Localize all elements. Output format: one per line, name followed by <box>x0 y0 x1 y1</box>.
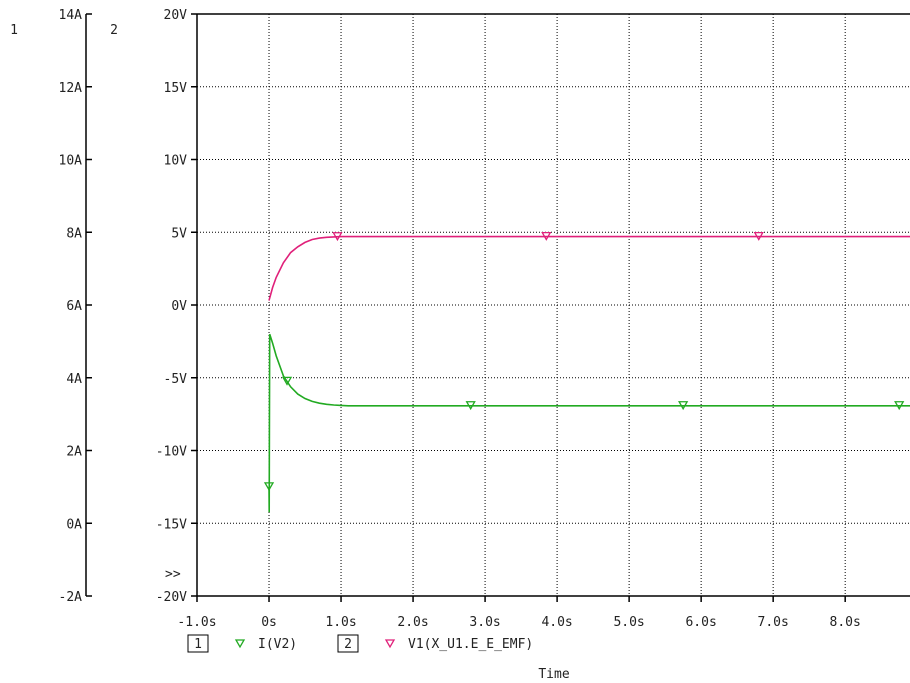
series-marker <box>753 231 764 241</box>
x-axis-tick-label: 0s <box>261 615 277 630</box>
legend-series-name: V1(X_U1.E_E_EMF) <box>408 637 533 652</box>
x-axis-tick-label: -1.0s <box>177 615 216 630</box>
axis-2-tick-label: 15V <box>164 81 188 96</box>
axis-2-tick-label: -5V <box>164 372 188 387</box>
series-marker <box>894 401 905 411</box>
axis-1-tick-label: 2A <box>66 445 82 460</box>
legend-axis-box-label: 2 <box>344 637 352 652</box>
axis-1-tick-label: 8A <box>66 226 82 241</box>
x-axis-tick-label: 7.0s <box>758 615 789 630</box>
legend-marker <box>234 639 246 649</box>
series-marker <box>281 376 293 386</box>
x-axis-tick-label: 4.0s <box>541 615 572 630</box>
series-line <box>268 235 910 301</box>
x-axis-tick-label: 3.0s <box>469 615 500 630</box>
axis-2-id: 2 <box>110 23 118 38</box>
axis-2-tick-label: 5V <box>171 226 187 241</box>
legend-marker <box>384 639 396 649</box>
axis-1-tick-label: 6A <box>66 299 82 314</box>
axis-1-tick-label: 0A <box>66 517 82 532</box>
grid <box>197 14 910 596</box>
x-axis-title: Time <box>538 667 569 682</box>
axis-2-tick-label: 20V <box>164 8 188 23</box>
x-axis-tick-label: 5.0s <box>613 615 644 630</box>
axis-1-tick-label: -2A <box>59 590 83 605</box>
marker-text: >> <box>165 567 181 582</box>
axis-2-tick-label: -10V <box>156 445 187 460</box>
legend-series-name: I(V2) <box>258 637 297 652</box>
axis-2-tick-label: 0V <box>171 299 187 314</box>
axis-1-id: 1 <box>10 23 18 38</box>
series-marker <box>541 231 552 241</box>
legend-axis-box <box>187 634 209 653</box>
axis-2-tick-label: -20V <box>156 590 187 605</box>
axis-1-tick-label: 4A <box>66 372 82 387</box>
series-marker <box>332 232 343 242</box>
x-axis-tick-label: 8.0s <box>830 615 861 630</box>
axis-1-tick-label: 14A <box>59 8 83 23</box>
x-axis-tick-label: 6.0s <box>685 615 716 630</box>
series-line <box>268 333 910 513</box>
legend: 1 I(V2) 2 V1(X_U1.E_E_EMF) <box>187 634 533 653</box>
legend-axis-box <box>337 634 359 653</box>
series-marker <box>678 401 689 411</box>
series-layer <box>263 231 910 513</box>
x-axis-tick-label: 2.0s <box>397 615 428 630</box>
series-marker <box>465 401 476 411</box>
axis-1-tick-label: 10A <box>59 154 83 169</box>
legend-axis-box-label: 1 <box>194 637 202 652</box>
axis-2-tick-label: 10V <box>164 154 188 169</box>
series-marker <box>263 482 275 492</box>
axes: 14A 20V 12A 15V 10A 10V 8A 5V 6A 0V 4A -5V 2A -10V 0A -… <box>10 8 910 682</box>
x-axis-tick-label: 1.0s <box>325 615 356 630</box>
axis-2-tick-label: -15V <box>156 517 187 532</box>
axis-1-tick-label: 12A <box>59 81 83 96</box>
